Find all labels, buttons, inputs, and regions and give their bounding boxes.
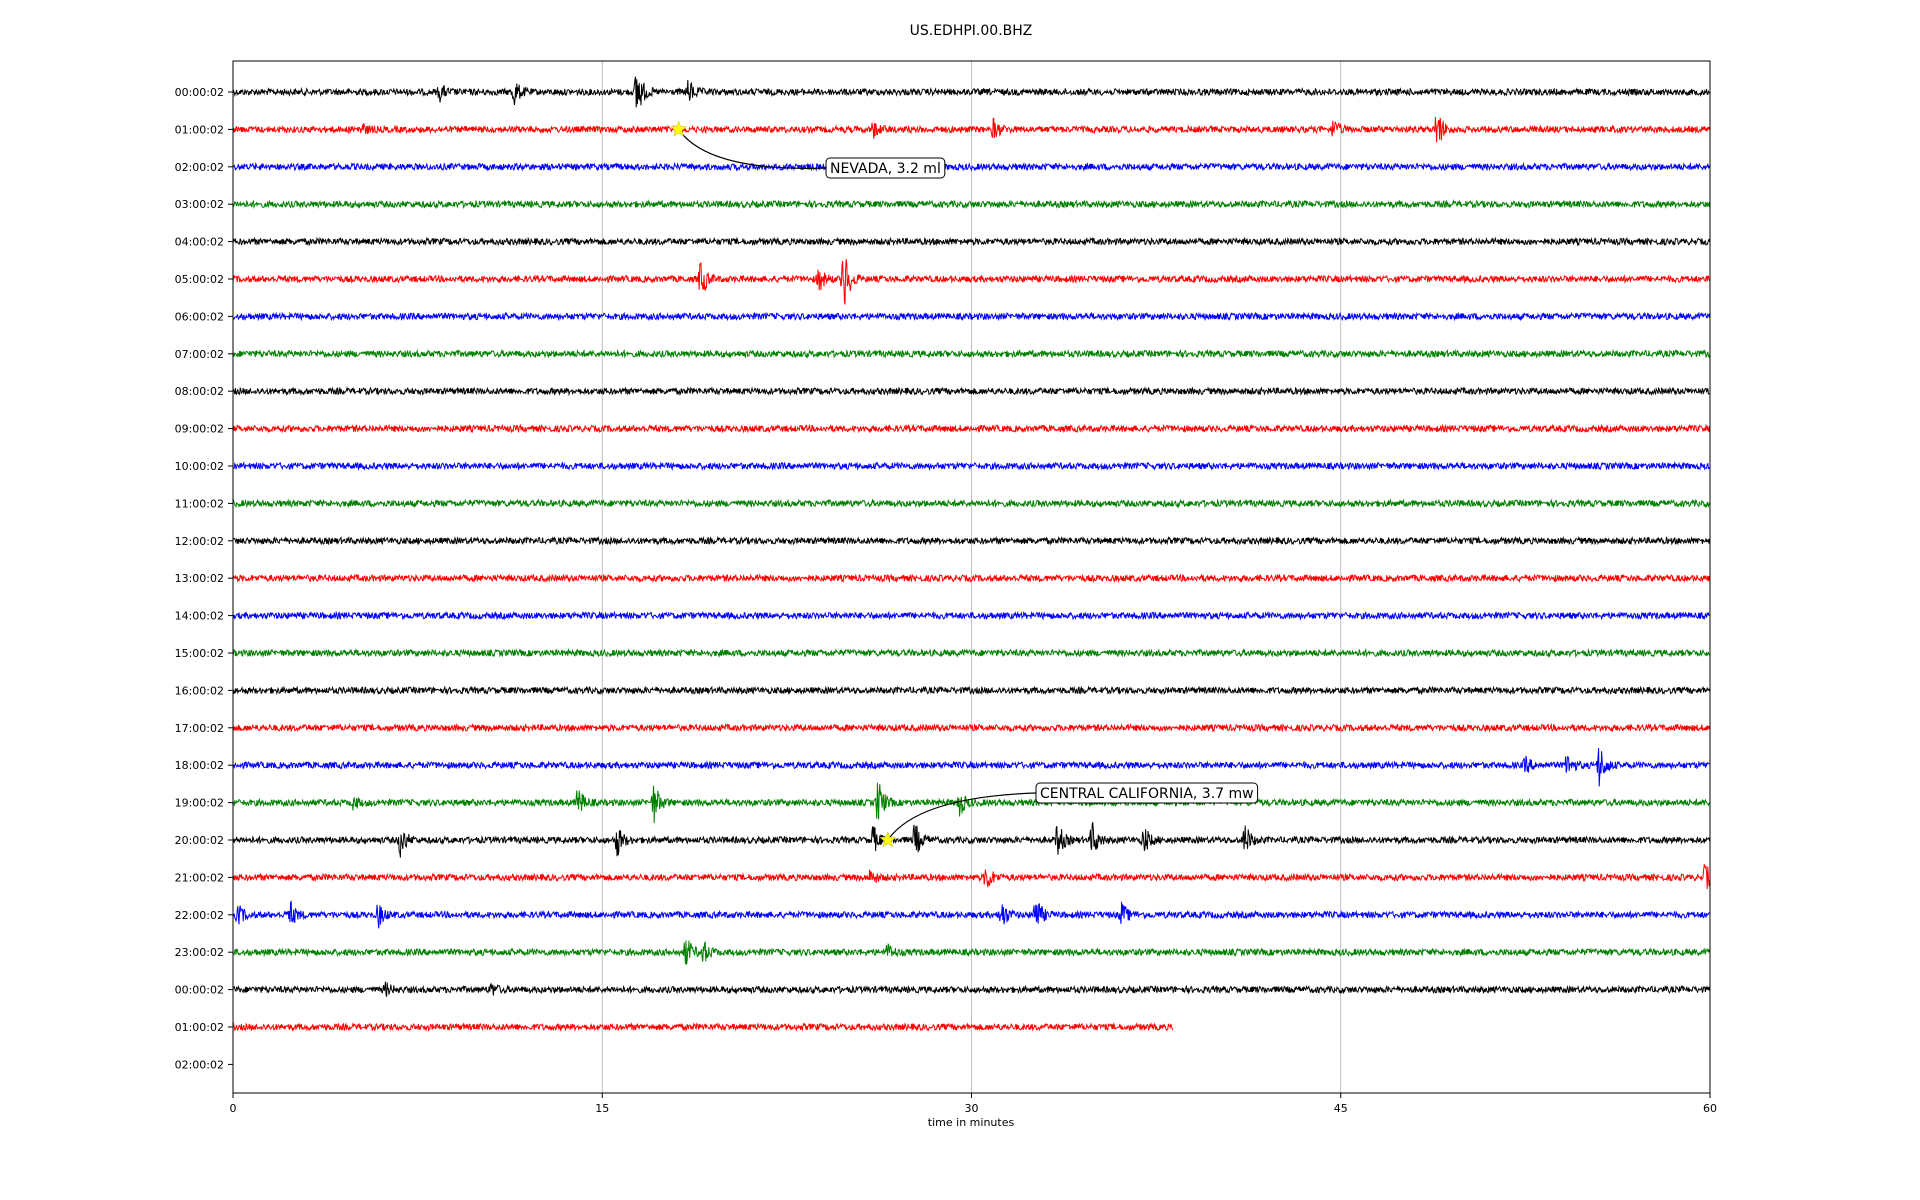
trace-row-8 bbox=[232, 386, 1710, 397]
row-label: 07:00:02 bbox=[175, 348, 224, 361]
row-label: 03:00:02 bbox=[175, 198, 224, 211]
row-label: 13:00:02 bbox=[175, 572, 224, 585]
row-label: 08:00:02 bbox=[175, 385, 224, 398]
row-label: 20:00:02 bbox=[175, 834, 224, 847]
trace-row-18 bbox=[232, 747, 1710, 787]
trace-row-16 bbox=[232, 685, 1711, 696]
row-label: 23:00:02 bbox=[175, 946, 224, 959]
event-annotations: NEVADA, 3.2 ml CENTRAL CALIFORNIA, 3.7 mw bbox=[670, 120, 1259, 848]
row-label: 11:00:02 bbox=[175, 497, 224, 510]
event-label-box bbox=[1035, 782, 1259, 804]
event-connector bbox=[887, 792, 1037, 841]
trace-row-14 bbox=[232, 610, 1710, 621]
x-tick-label: 60 bbox=[1703, 1102, 1717, 1115]
row-label: 21:00:02 bbox=[175, 871, 224, 884]
event-star-icon bbox=[670, 120, 687, 137]
x-axis-label: time in minutes bbox=[928, 1116, 1015, 1129]
row-label: 02:00:02 bbox=[175, 161, 224, 174]
trace-row-20 bbox=[232, 822, 1711, 858]
trace-row-0 bbox=[232, 76, 1710, 108]
event-star-icon bbox=[879, 831, 897, 848]
trace-row-24 bbox=[232, 981, 1711, 997]
trace-row-11 bbox=[232, 498, 1711, 509]
x-tick-label: 0 bbox=[230, 1102, 237, 1115]
row-label: 06:00:02 bbox=[175, 310, 224, 323]
trace-row-15 bbox=[232, 647, 1710, 658]
trace-row-22 bbox=[232, 900, 1710, 929]
row-label: 14:00:02 bbox=[175, 610, 224, 623]
row-label: 10:00:02 bbox=[175, 460, 224, 473]
seismic-traces bbox=[232, 76, 1711, 1032]
trace-row-12 bbox=[232, 535, 1711, 546]
row-label: 19:00:02 bbox=[175, 797, 224, 810]
trace-row-21 bbox=[232, 864, 1711, 890]
x-tick-label: 30 bbox=[965, 1102, 979, 1115]
row-label: 17:00:02 bbox=[175, 722, 224, 735]
event-label-text: CENTRAL CALIFORNIA, 3.7 mw bbox=[1040, 786, 1254, 802]
x-axis-ticks: 0 15 30 45 60 bbox=[230, 1093, 1717, 1115]
trace-row-7 bbox=[232, 348, 1711, 359]
trace-row-3 bbox=[232, 199, 1711, 210]
row-label: 09:00:02 bbox=[175, 423, 224, 436]
trace-row-1 bbox=[232, 117, 1711, 143]
row-label: 16:00:02 bbox=[175, 684, 224, 697]
row-label: 15:00:02 bbox=[175, 647, 224, 660]
row-time-labels: 00:00:02 01:00:02 02:00:02 03:00:02 04:00:02… bbox=[175, 86, 233, 1071]
event-label-box bbox=[825, 157, 946, 179]
event-label: CENTRAL CALIFORNIA, 3.7 mw bbox=[1035, 782, 1259, 804]
chart-title: US.EDHPI.00.BHZ bbox=[910, 23, 1033, 39]
x-tick-label: 45 bbox=[1334, 1102, 1348, 1115]
row-label: 05:00:02 bbox=[175, 273, 224, 286]
trace-row-6 bbox=[232, 311, 1711, 322]
row-label: 02:00:02 bbox=[175, 1058, 224, 1071]
trace-row-19 bbox=[232, 782, 1711, 824]
row-label: 01:00:02 bbox=[175, 1021, 224, 1034]
row-label: 00:00:02 bbox=[175, 86, 224, 99]
row-label: 22:00:02 bbox=[175, 909, 224, 922]
trace-row-10 bbox=[232, 460, 1711, 472]
trace-row-17 bbox=[232, 722, 1711, 733]
trace-row-23 bbox=[232, 940, 1711, 965]
row-label: 18:00:02 bbox=[175, 759, 224, 772]
row-label: 12:00:02 bbox=[175, 535, 224, 548]
event-label-text: NEVADA, 3.2 ml bbox=[830, 161, 941, 177]
row-label: 01:00:02 bbox=[175, 123, 224, 136]
row-label: 04:00:02 bbox=[175, 236, 224, 249]
trace-row-13 bbox=[232, 573, 1711, 584]
event-label: NEVADA, 3.2 ml bbox=[825, 157, 946, 179]
trace-row-4 bbox=[232, 236, 1711, 247]
event-connector bbox=[678, 129, 827, 169]
row-label: 00:00:02 bbox=[175, 984, 224, 997]
trace-row-2 bbox=[232, 161, 1711, 172]
trace-row-9 bbox=[232, 423, 1711, 434]
trace-row-25 bbox=[232, 1021, 1174, 1032]
x-tick-label: 15 bbox=[595, 1102, 609, 1115]
trace-row-5 bbox=[232, 259, 1711, 305]
